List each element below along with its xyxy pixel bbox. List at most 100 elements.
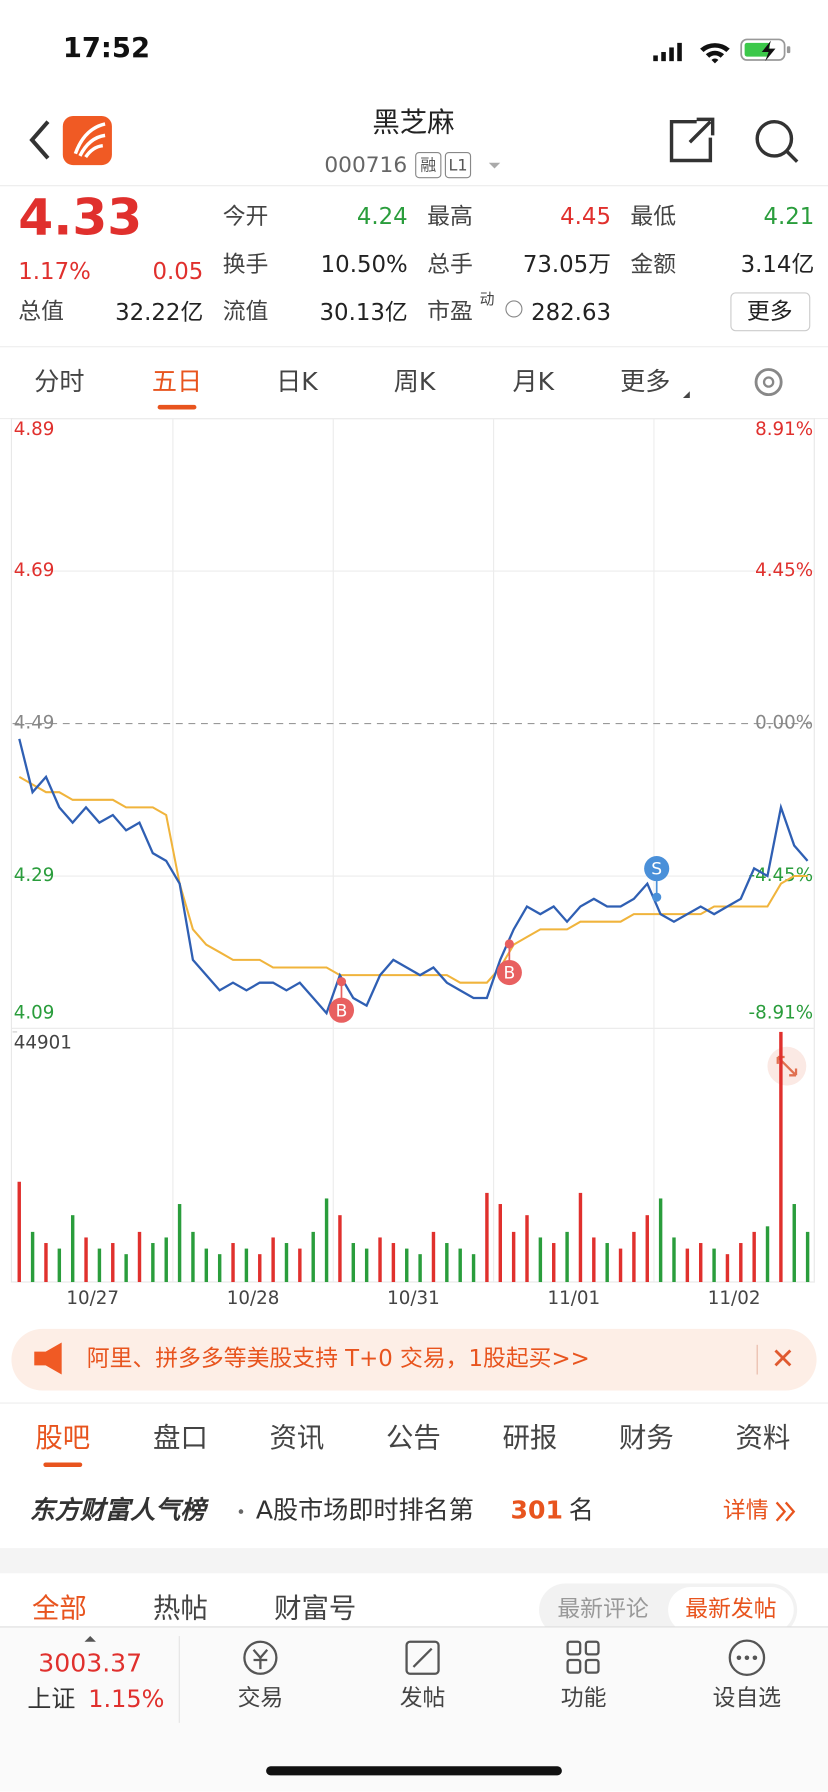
section-tab[interactable]: 资讯	[270, 1423, 325, 1454]
field-value: 4.24	[357, 204, 408, 230]
section-tab[interactable]: 公告	[386, 1423, 441, 1454]
volume-bar	[137, 1231, 142, 1283]
badge	[444, 151, 472, 179]
nav-item[interactable]: 功能	[561, 1685, 607, 1711]
volume-bar	[618, 1248, 623, 1283]
share-button[interactable]	[669, 117, 715, 163]
post-tab[interactable]: 热帖	[153, 1593, 208, 1624]
volume-bar	[632, 1231, 636, 1283]
volume-bar	[765, 1226, 770, 1283]
index-arrow[interactable]	[84, 1636, 96, 1642]
chart-tab[interactable]: 分时	[34, 367, 84, 396]
field-label: 最低	[630, 204, 676, 230]
volume-bar	[645, 1215, 649, 1283]
app-logo-mark	[73, 122, 106, 159]
section-tab[interactable]: 财务	[619, 1423, 674, 1454]
chart-tab[interactable]: 日K	[276, 367, 318, 396]
volume-bar	[298, 1248, 302, 1283]
field-label: 流值	[223, 299, 269, 325]
x-tick-label: 10/28	[227, 1288, 280, 1309]
search-handle	[785, 150, 799, 163]
volume-bar	[70, 1215, 75, 1283]
volume-bar	[538, 1237, 543, 1283]
trade-dot	[336, 977, 347, 987]
field-label: 换手	[223, 252, 269, 278]
y-tick-label: 4.89	[14, 419, 55, 440]
trade-marker	[644, 856, 670, 882]
y-tick-label: 4.69	[14, 560, 55, 581]
dropdown-arrow[interactable]	[488, 162, 501, 169]
volume-bar	[17, 1181, 21, 1283]
banner-text[interactable]: 阿里、拼多多等美股支持 T+0 交易，1股起买>>	[87, 1346, 590, 1372]
section-tab[interactable]: 盘口	[153, 1423, 208, 1454]
volume-bar	[552, 1243, 556, 1283]
pct-label: 8.91%	[755, 419, 813, 440]
index-name: 上证	[27, 1685, 75, 1713]
chart-tab[interactable]: 更多	[620, 367, 670, 396]
volume-bar	[498, 1204, 502, 1283]
chart-tab[interactable]: 五日	[152, 367, 202, 396]
more-button[interactable]	[730, 292, 811, 332]
volume-bar	[511, 1231, 516, 1283]
tab-underline	[43, 1462, 83, 1468]
post-tab[interactable]: 财富号	[274, 1593, 356, 1624]
y-tick-label: 4.29	[14, 865, 55, 886]
badge	[415, 151, 442, 179]
x-tick-label: 10/31	[387, 1288, 440, 1309]
volume-bar	[378, 1237, 382, 1283]
expand-button[interactable]	[767, 1046, 807, 1086]
home-indicator	[266, 1766, 562, 1776]
trade-label: B	[336, 1001, 348, 1021]
back-button[interactable]	[29, 120, 50, 160]
sort-tab[interactable]: 最新发帖	[685, 1596, 776, 1622]
volume-bar	[164, 1237, 168, 1283]
stock-code: 000716	[324, 153, 407, 178]
post-tab[interactable]: 全部	[32, 1593, 87, 1624]
volume-bar	[458, 1248, 462, 1283]
header-icons[interactable]	[29, 115, 799, 169]
nav-item[interactable]: 交易	[238, 1685, 284, 1711]
section-tab[interactable]: 股吧	[35, 1423, 90, 1454]
trade-label: B	[503, 964, 515, 984]
volume-bar	[258, 1254, 262, 1283]
nav-icons	[243, 1639, 766, 1677]
nav-item[interactable]: 发帖	[400, 1685, 446, 1711]
section-tab[interactable]: 资料	[736, 1423, 791, 1454]
sort-tab[interactable]: 最新评论	[557, 1596, 648, 1622]
field-label: 总值	[18, 299, 64, 325]
info-icon	[505, 300, 523, 318]
volume-bar	[699, 1243, 703, 1283]
settings-button[interactable]	[754, 368, 783, 397]
field-label: 总手	[427, 252, 473, 278]
volume-bar	[712, 1248, 716, 1283]
banner[interactable]	[11, 1328, 817, 1391]
volume-bar	[284, 1243, 289, 1283]
index-change: 1.15%	[88, 1685, 164, 1713]
volume-bar	[485, 1192, 489, 1283]
index-value[interactable]: 3003.37	[38, 1649, 142, 1678]
stock-name: 黑芝麻	[372, 107, 454, 138]
chart-tab[interactable]: 月K	[513, 367, 555, 396]
banner-close[interactable]	[774, 1349, 792, 1367]
field-label: 市盈	[427, 299, 473, 325]
volume-bar	[204, 1248, 209, 1283]
change: 0.05	[152, 259, 203, 285]
volume-bar	[792, 1204, 796, 1283]
volume-bar	[605, 1243, 609, 1283]
chart-tab[interactable]: 周K	[394, 367, 436, 396]
field-label: 金额	[630, 252, 676, 278]
pct-label: 0.00%	[755, 713, 813, 734]
rank-link[interactable]: 详情	[723, 1498, 769, 1524]
volume-tick-label: 44901	[14, 1032, 72, 1053]
volume-bar	[578, 1192, 583, 1283]
more-label[interactable]: 更多	[747, 299, 793, 325]
volume-bar	[244, 1248, 249, 1283]
search-button[interactable]	[755, 119, 794, 158]
x-tick-label: 11/02	[708, 1288, 761, 1309]
volume-bar	[351, 1243, 356, 1283]
series-line	[18, 775, 808, 984]
volume-bar	[565, 1231, 569, 1283]
nav-item[interactable]: 设自选	[713, 1685, 782, 1711]
section-tab[interactable]: 研报	[503, 1423, 558, 1454]
x-tick-label: 11/01	[547, 1288, 600, 1309]
